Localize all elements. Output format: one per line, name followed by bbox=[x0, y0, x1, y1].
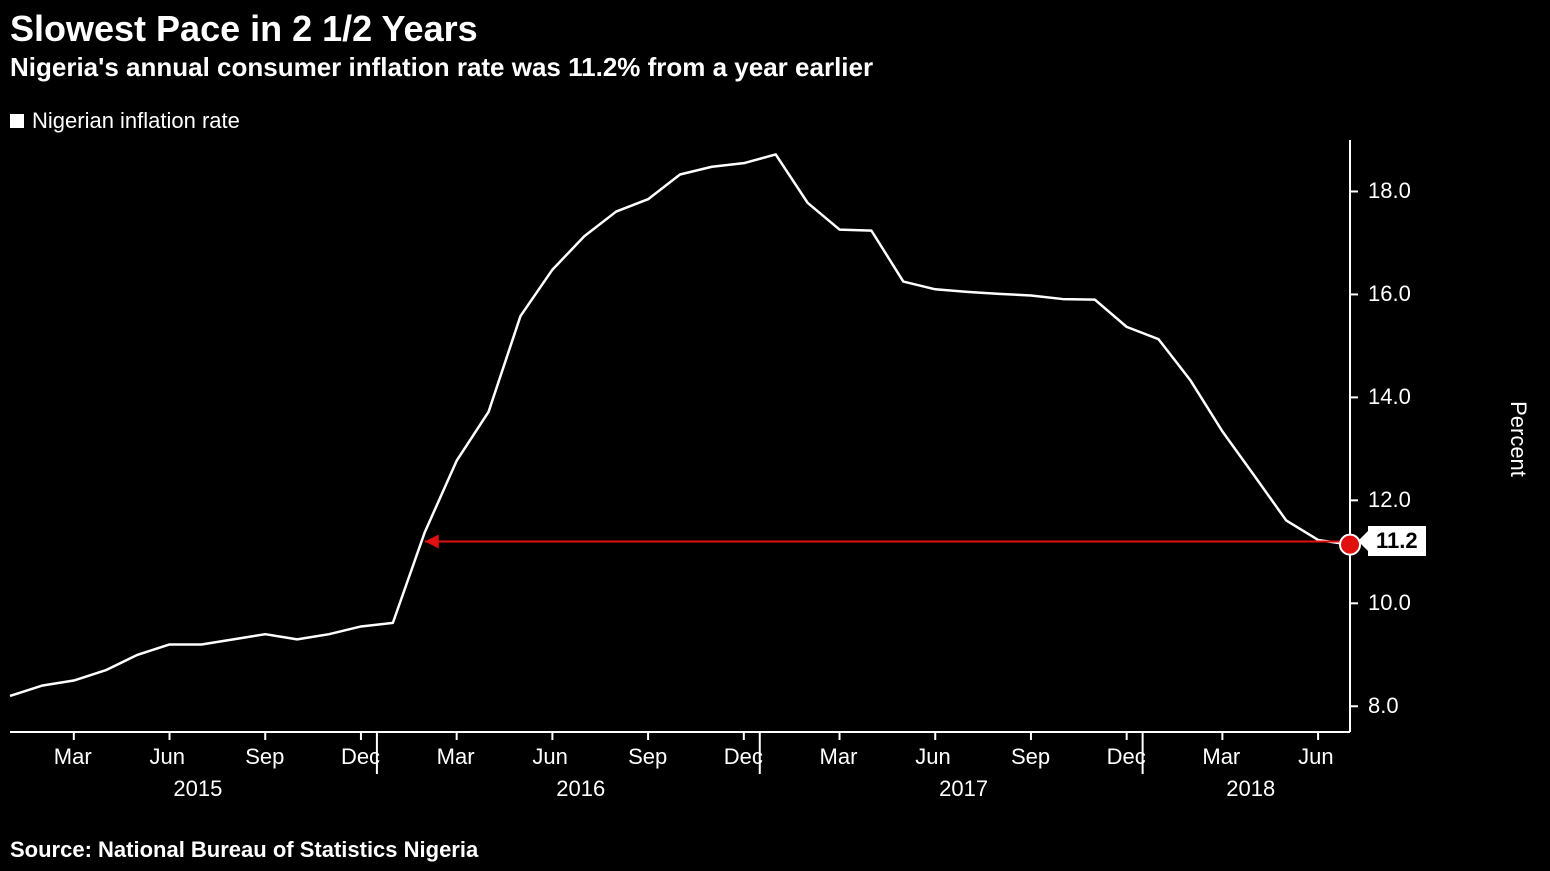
x-tick-month: Jun bbox=[532, 744, 567, 770]
y-tick-label: 14.0 bbox=[1368, 384, 1411, 410]
x-tick-year: 2017 bbox=[939, 776, 988, 802]
value-tag: 11.2 bbox=[1368, 526, 1426, 556]
x-tick-month: Dec bbox=[1107, 744, 1146, 770]
y-tick-label: 16.0 bbox=[1368, 281, 1411, 307]
x-tick-month: Mar bbox=[820, 744, 858, 770]
x-tick-year: 2015 bbox=[173, 776, 222, 802]
y-tick-label: 18.0 bbox=[1368, 178, 1411, 204]
x-tick-month: Dec bbox=[724, 744, 763, 770]
y-tick-label: 10.0 bbox=[1368, 590, 1411, 616]
x-tick-month: Jun bbox=[915, 744, 950, 770]
x-tick-month: Jun bbox=[150, 744, 185, 770]
y-tick-label: 12.0 bbox=[1368, 487, 1411, 513]
chart-source: Source: National Bureau of Statistics Ni… bbox=[10, 837, 478, 863]
x-tick-month: Sep bbox=[245, 744, 284, 770]
x-tick-month: Jun bbox=[1298, 744, 1333, 770]
chart-svg bbox=[0, 0, 1550, 871]
x-tick-month: Mar bbox=[437, 744, 475, 770]
x-tick-month: Sep bbox=[1011, 744, 1050, 770]
x-tick-year: 2018 bbox=[1226, 776, 1275, 802]
x-tick-year: 2016 bbox=[556, 776, 605, 802]
x-tick-month: Dec bbox=[341, 744, 380, 770]
x-tick-month: Mar bbox=[1202, 744, 1240, 770]
y-axis-title: Percent bbox=[1505, 401, 1531, 477]
x-tick-month: Sep bbox=[628, 744, 667, 770]
y-tick-label: 8.0 bbox=[1368, 693, 1399, 719]
chart-container: { "title": "Slowest Pace in 2 1/2 Years"… bbox=[0, 0, 1550, 871]
x-tick-month: Mar bbox=[54, 744, 92, 770]
